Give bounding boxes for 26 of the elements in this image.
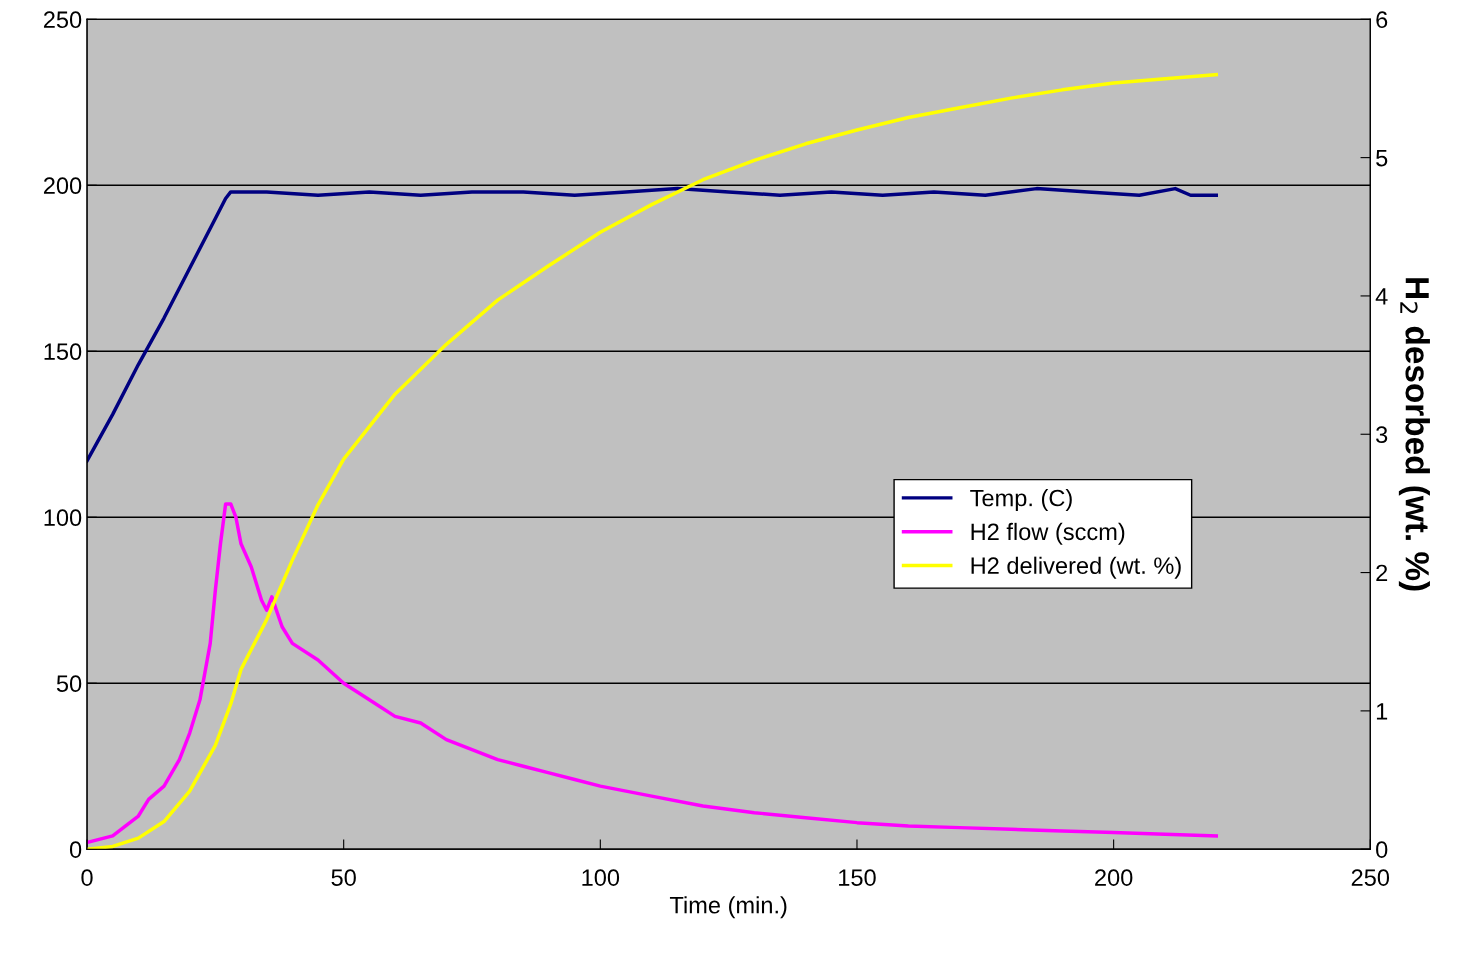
legend-label: H2 flow (sccm) <box>971 522 1125 545</box>
x-tick-label: 50 <box>331 869 356 886</box>
y-tick-label: 150 <box>44 343 82 361</box>
y2-tick-label: 1 <box>1376 703 1388 720</box>
y-tick-label: 0 <box>69 841 82 858</box>
y2-tick-label: 0 <box>1376 841 1388 858</box>
legend-label: H2 delivered (wt. %) <box>971 556 1181 579</box>
y2-axis-title: H$_{2}$ desorbed (wt. %) <box>1398 278 1430 591</box>
y2-tick-label: 4 <box>1375 288 1388 305</box>
y-tick-label: 100 <box>44 509 82 527</box>
x-tick-label: 0 <box>81 869 93 886</box>
x-tick-label: 150 <box>839 869 876 886</box>
y2-tick-label: 3 <box>1376 426 1388 444</box>
y2-tick-label: 6 <box>1376 11 1388 29</box>
x-tick-label: 100 <box>582 869 620 886</box>
y-tick-label: 50 <box>56 675 82 693</box>
x-tick-label: 250 <box>1351 869 1390 886</box>
y-tick-label: 200 <box>43 177 82 195</box>
line-series <box>87 72 1219 850</box>
y-tick-label: 250 <box>43 11 82 29</box>
line-series <box>87 186 1219 463</box>
legend-label: Temp. (C) <box>970 489 1072 512</box>
y2-tick-label: 2 <box>1376 564 1388 582</box>
x-tick-label: 200 <box>1095 869 1133 886</box>
y2-tick-label: 5 <box>1376 149 1388 167</box>
x-axis-title: Time (min.) <box>669 896 787 919</box>
